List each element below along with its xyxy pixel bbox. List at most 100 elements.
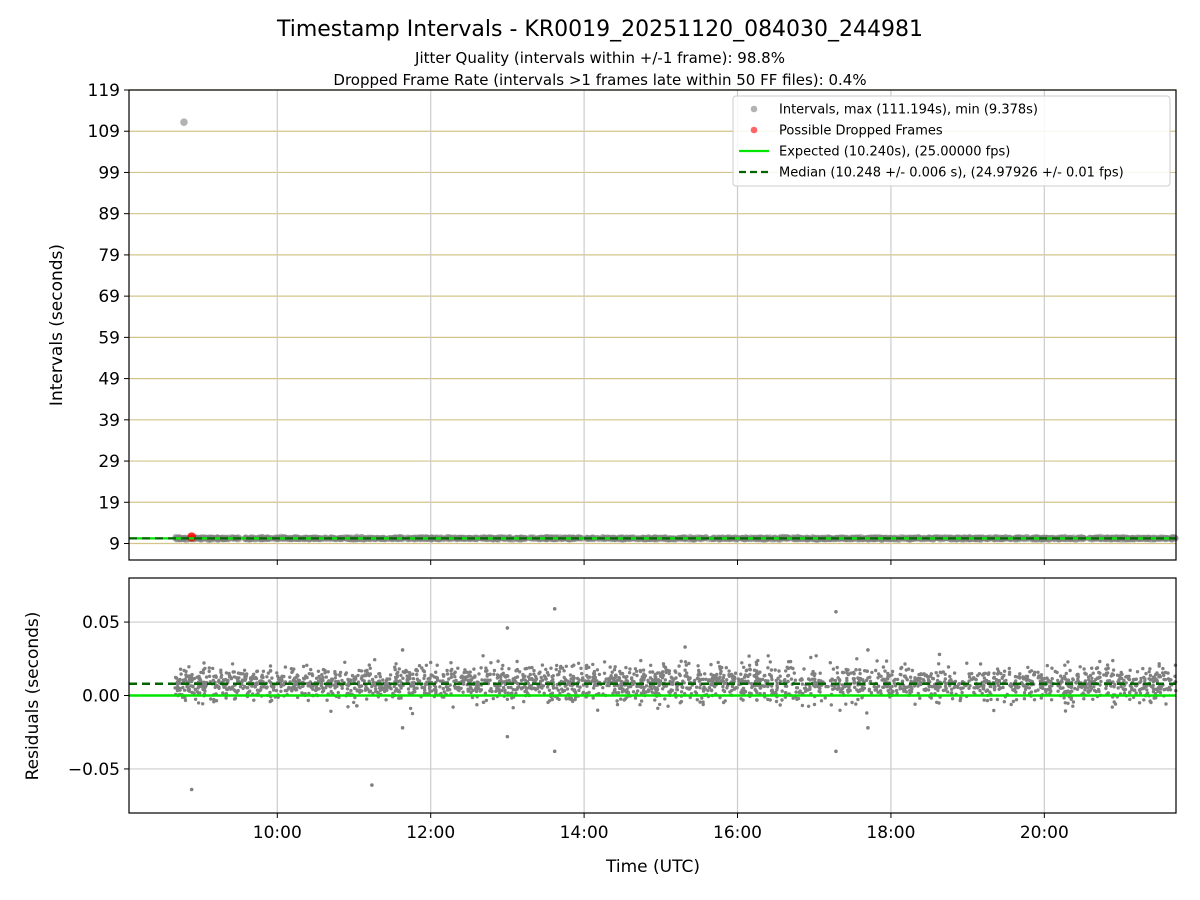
residual-point (488, 689, 492, 693)
residual-point (392, 684, 396, 689)
residual-point (187, 665, 191, 669)
residual-point (333, 684, 337, 688)
residual-point (377, 686, 382, 690)
residual-point (445, 668, 449, 673)
residual-point (688, 676, 692, 680)
residual-point (700, 696, 704, 700)
residual-point (669, 675, 673, 679)
residual-point (505, 697, 510, 701)
residual-point (242, 668, 247, 672)
residual-point (950, 687, 954, 691)
residual-point (561, 689, 565, 693)
residual-point (890, 689, 894, 693)
residual-point (219, 675, 223, 679)
residual-point (511, 706, 515, 710)
residual-point (967, 675, 972, 679)
intervals-legend: Intervals, max (111.194s), min (9.378s) P… (732, 95, 1171, 187)
residual-point (568, 673, 573, 677)
residual-point (325, 698, 329, 702)
residual-point (655, 686, 659, 690)
residual-point (579, 666, 583, 670)
residual-point (555, 673, 560, 677)
residual-point (828, 679, 833, 683)
residual-point (381, 678, 385, 682)
residual-point (677, 664, 681, 668)
residual-point (811, 669, 815, 674)
residual-point (433, 685, 438, 689)
residual-point (625, 688, 629, 692)
residual-point (214, 674, 218, 678)
residual-point (423, 673, 427, 678)
residual-point (217, 678, 221, 682)
residual-point (666, 704, 670, 708)
residual-point (929, 672, 933, 676)
residual-point (301, 664, 306, 669)
residual-point (181, 685, 185, 690)
residual-point (796, 696, 801, 701)
residual-point (1025, 677, 1030, 682)
residual-point (473, 675, 477, 679)
residual-point (703, 672, 707, 676)
residual-point (328, 685, 332, 689)
residual-point (355, 704, 359, 708)
residual-point (457, 688, 461, 693)
residual-point (290, 689, 294, 693)
residual-point (1063, 709, 1068, 713)
residual-point (716, 660, 720, 665)
residual-point (918, 680, 923, 684)
legend-entry-label: Median (10.248 +/- 0.006 s), (24.97926 +… (779, 166, 1124, 181)
residual-point (948, 674, 952, 679)
residual-point (1014, 679, 1018, 683)
residual-point (190, 690, 194, 695)
residual-point (774, 678, 778, 683)
residual-point (1078, 665, 1082, 669)
residual-point (619, 697, 623, 701)
residual-point (213, 685, 217, 690)
residual-point (1138, 691, 1143, 695)
residual-point (856, 676, 860, 680)
residual-point (669, 690, 673, 694)
residual-point (495, 673, 500, 677)
residual-point (755, 690, 759, 695)
residual-point (452, 679, 456, 683)
residual-point (357, 685, 362, 689)
residual-point (367, 679, 371, 683)
residual-point (613, 673, 618, 677)
residual-point (438, 685, 442, 689)
residual-point (460, 679, 464, 683)
residual-point (405, 674, 409, 678)
residual-point (865, 711, 869, 715)
residual-point (701, 687, 705, 691)
residual-point (1039, 696, 1044, 700)
residual-point (1024, 686, 1029, 690)
residual-point (934, 671, 938, 675)
residual-point (641, 688, 646, 693)
residual-point (615, 702, 620, 707)
residual-point (1050, 677, 1054, 681)
residual-point (506, 685, 511, 690)
residual-point (255, 669, 259, 674)
residual-point (840, 683, 845, 687)
residual-point (754, 660, 758, 664)
residual-point (972, 676, 976, 680)
residual-point (918, 676, 922, 681)
residual-point (197, 684, 201, 688)
residual-point (898, 672, 902, 677)
residual-point (653, 677, 658, 681)
intervals-y-tick-label: 69 (98, 287, 120, 307)
residual-point (196, 701, 201, 705)
residual-point (950, 691, 954, 695)
residual-point (862, 686, 867, 690)
residual-point (597, 672, 602, 677)
residual-point (252, 698, 256, 702)
residual-point (179, 672, 183, 676)
residual-point (193, 697, 198, 701)
residual-point (261, 669, 266, 673)
residual-point (384, 682, 388, 686)
residual-point (441, 679, 445, 683)
residual-point (633, 667, 638, 671)
residual-point (675, 688, 680, 692)
residual-point (920, 672, 924, 677)
residual-point (612, 668, 617, 672)
residual-point (227, 673, 231, 677)
